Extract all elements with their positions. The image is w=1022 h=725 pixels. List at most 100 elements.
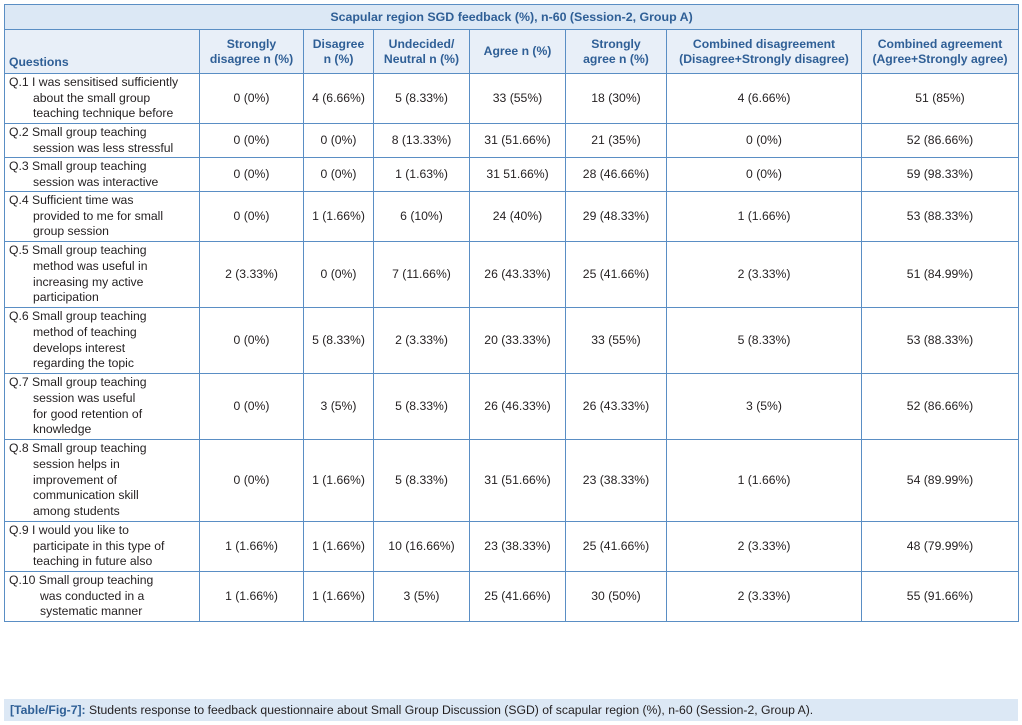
value-cell: 1 (1.66%) <box>303 571 374 622</box>
table-body: Q.1 I was sensitised sufficiently about t… <box>4 73 1020 622</box>
value-cell: 0 (0%) <box>666 123 862 158</box>
question-cell: Q.1 I was sensitised sufficiently about t… <box>4 73 200 124</box>
table-row: Q.1 I was sensitised sufficiently about t… <box>4 73 1020 124</box>
question-text-line: was conducted in a <box>40 588 145 603</box>
value-cell: 1 (1.63%) <box>373 157 470 192</box>
value-cell: 2 (3.33%) <box>373 307 470 374</box>
question-text-line: improvement of <box>33 472 117 487</box>
value-cell: 5 (8.33%) <box>303 307 374 374</box>
value-cell: 30 (50%) <box>565 571 667 622</box>
value-cell: 20 (33.33%) <box>469 307 566 374</box>
value-cell: 6 (10%) <box>373 191 470 242</box>
value-cell: 1 (1.66%) <box>303 521 374 572</box>
question-text-line: session was less stressful <box>33 140 174 155</box>
column-header: Combined disagreement (Disagree+Strongly … <box>666 29 862 74</box>
question-text-line: for good retention of <box>33 406 143 421</box>
value-cell: 2 (3.33%) <box>666 521 862 572</box>
value-cell: 24 (40%) <box>469 191 566 242</box>
question-text-line: Q.1 I was sensitised sufficiently <box>9 74 179 89</box>
value-cell: 0 (0%) <box>199 157 304 192</box>
value-cell: 1 (1.66%) <box>666 191 862 242</box>
header-row: Questions Strongly disagree n (%) Disagree n… <box>4 29 1020 74</box>
table-caption: [Table/Fig-7]: Students response to feed… <box>4 699 1018 721</box>
value-cell: 0 (0%) <box>303 157 374 192</box>
table-row: Q.3 Small group teaching session was inte… <box>4 157 1020 192</box>
value-cell: 51 (85%) <box>860 73 1020 124</box>
value-cell: 0 (0%) <box>199 439 304 522</box>
table-row: Q.7 Small group teaching session was usef… <box>4 373 1020 440</box>
value-cell: 52 (86.66%) <box>860 373 1020 440</box>
question-cell: Q.5 Small group teaching method was usefu… <box>4 241 200 308</box>
value-cell: 2 (3.33%) <box>199 241 304 308</box>
column-header-line: Combined disagreement <box>692 36 836 51</box>
value-cell: 0 (0%) <box>199 191 304 242</box>
value-cell: 3 (5%) <box>303 373 374 440</box>
value-cell: 33 (55%) <box>565 307 667 374</box>
question-text-line: develops interest <box>33 340 126 355</box>
question-text-line: Q.8 Small group teaching <box>9 441 147 455</box>
question-text-line: Q.6 Small group teaching <box>9 308 147 323</box>
value-cell: 7 (11.66%) <box>373 241 470 308</box>
column-header-line: agree n (%) <box>583 51 649 66</box>
column-header-line: Agree n (%) <box>483 44 552 58</box>
value-cell: 1 (1.66%) <box>199 571 304 622</box>
value-cell: 51 (84.99%) <box>860 241 1020 308</box>
question-cell: Q.7 Small group teaching session was usef… <box>4 373 200 440</box>
question-cell: Q.3 Small group teaching session was inte… <box>4 157 200 192</box>
value-cell: 4 (6.66%) <box>666 73 862 124</box>
column-header-line: n (%) <box>323 51 354 66</box>
question-text-line: about the small group <box>33 90 151 105</box>
question-text-line: participate in this type of <box>33 538 165 553</box>
question-text-line: among students <box>33 504 120 519</box>
question-cell: Q.9 I would you like to participate in th… <box>4 521 200 572</box>
value-cell: 53 (88.33%) <box>860 191 1020 242</box>
question-text-line: group session <box>33 224 109 239</box>
question-text-line: systematic manner <box>40 604 143 619</box>
table-row: Q.2 Small group teaching session was less… <box>4 123 1020 158</box>
question-text-line: provided to me for small <box>33 208 164 223</box>
table-row: Q.4 Sufficient time was provided to me fo… <box>4 191 1020 242</box>
column-header: Strongly agree n (%) <box>565 29 667 74</box>
value-cell: 53 (88.33%) <box>860 307 1020 374</box>
value-cell: 0 (0%) <box>199 73 304 124</box>
question-text-line: session was useful <box>33 390 136 405</box>
value-cell: 25 (41.66%) <box>469 571 566 622</box>
column-header-line: Neutral n (%) <box>383 51 460 66</box>
feedback-table-container: Scapular region SGD feedback (%), n-60 (… <box>3 4 1020 622</box>
caption-label: [Table/Fig-7]: <box>10 703 86 717</box>
column-header-line: Combined agreement <box>877 36 1003 51</box>
question-text-line: increasing my active <box>33 274 144 289</box>
column-header-line: Undecided/ <box>388 36 455 51</box>
table-title: Scapular region SGD feedback (%), n-60 (… <box>3 4 1020 30</box>
column-header: Agree n (%) <box>469 29 566 74</box>
value-cell: 23 (38.33%) <box>565 439 667 522</box>
value-cell: 52 (86.66%) <box>860 123 1020 158</box>
table-row: Q.8 Small group teaching session helps in… <box>4 439 1020 522</box>
question-text-line: teaching in future also <box>33 554 153 569</box>
value-cell: 54 (89.99%) <box>860 439 1020 522</box>
question-cell: Q.8 Small group teaching session helps in… <box>4 439 200 522</box>
column-header-line: (Agree+Strongly agree) <box>872 51 1008 66</box>
column-header-line: (Disagree+Strongly disagree) <box>679 51 849 66</box>
value-cell: 55 (91.66%) <box>860 571 1020 622</box>
table-row: Q.5 Small group teaching method was usefu… <box>4 241 1020 308</box>
question-text-line: Q.7 Small group teaching <box>9 374 147 389</box>
table-row: Q.10 Small group teaching was conducted i… <box>4 571 1020 622</box>
value-cell: 3 (5%) <box>666 373 862 440</box>
caption-text: Students response to feedback questionna… <box>89 703 814 717</box>
value-cell: 2 (3.33%) <box>666 571 862 622</box>
question-cell: Q.4 Sufficient time was provided to me fo… <box>4 191 200 242</box>
value-cell: 5 (8.33%) <box>373 373 470 440</box>
question-text-line: regarding the topic <box>33 356 134 371</box>
column-header-questions: Questions <box>4 29 200 74</box>
question-text-line: session was interactive <box>33 174 159 189</box>
question-cell: Q.10 Small group teaching was conducted i… <box>4 571 200 622</box>
question-text-line: Q.10 Small group teaching <box>9 572 154 587</box>
value-cell: 26 (43.33%) <box>469 241 566 308</box>
column-header: Combined agreement (Agree+Strongly agree) <box>860 29 1020 74</box>
value-cell: 29 (48.33%) <box>565 191 667 242</box>
value-cell: 33 (55%) <box>469 73 566 124</box>
table-row: Q.6 Small group teaching method of teachi… <box>4 307 1020 374</box>
column-header-line: Strongly <box>226 36 277 51</box>
value-cell: 31 51.66%) <box>469 157 566 192</box>
